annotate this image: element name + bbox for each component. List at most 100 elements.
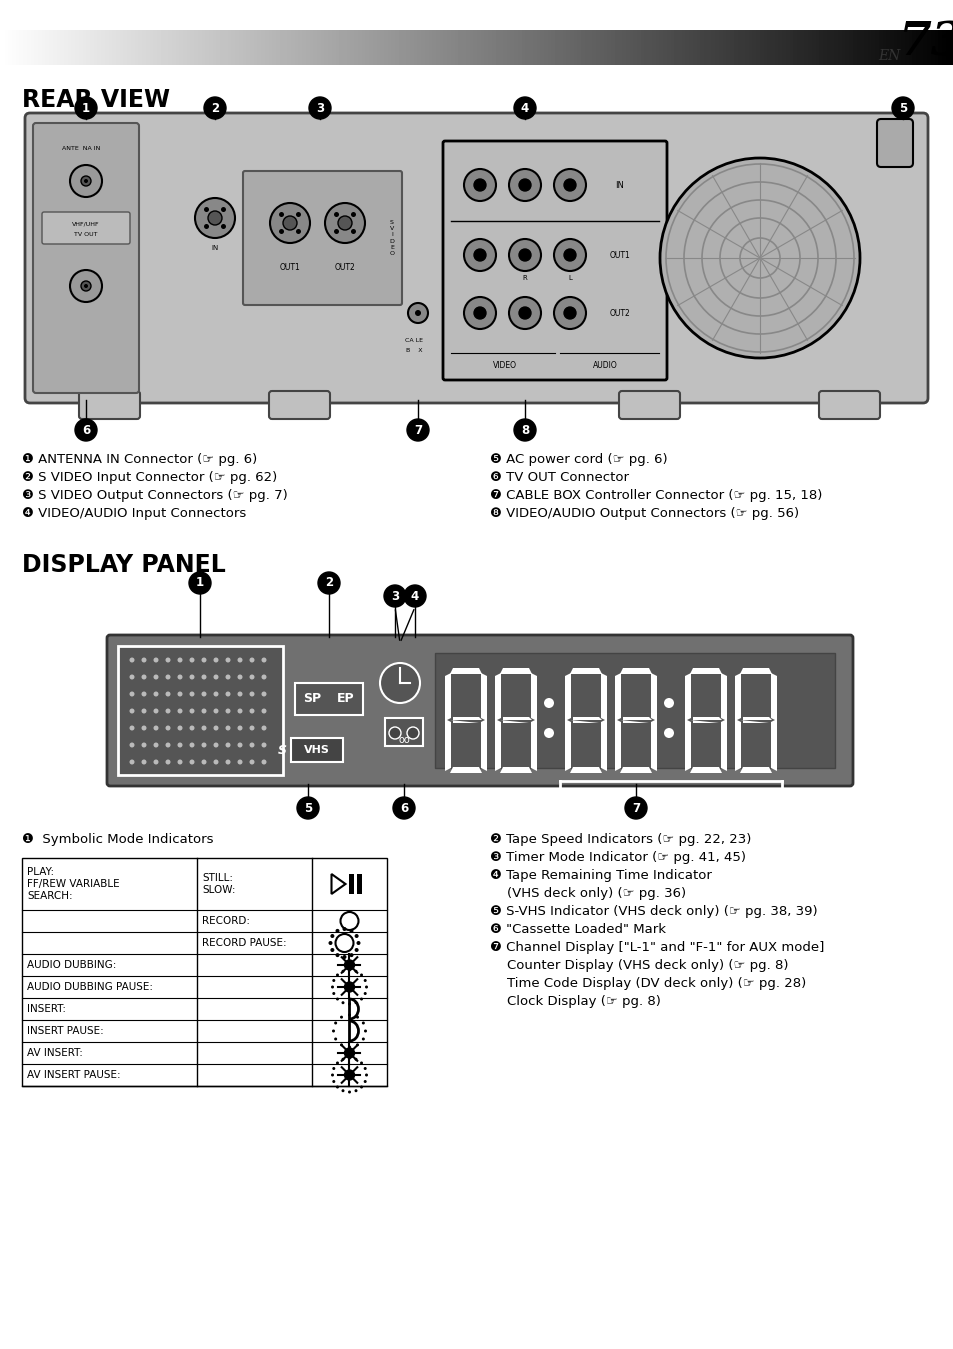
Circle shape <box>250 742 254 747</box>
Circle shape <box>213 726 218 731</box>
Circle shape <box>190 742 194 747</box>
Polygon shape <box>689 718 721 723</box>
Circle shape <box>349 954 354 958</box>
Text: 3: 3 <box>315 101 324 115</box>
Circle shape <box>261 692 266 696</box>
Text: Clock Display (☞ pg. 8): Clock Display (☞ pg. 8) <box>490 996 660 1008</box>
Circle shape <box>70 270 102 302</box>
Circle shape <box>250 708 254 714</box>
Circle shape <box>463 169 496 201</box>
Circle shape <box>337 216 352 229</box>
Text: ANTE  NA IN: ANTE NA IN <box>62 146 100 151</box>
FancyBboxPatch shape <box>33 123 139 393</box>
Text: 1: 1 <box>82 101 90 115</box>
Circle shape <box>334 1037 336 1040</box>
Circle shape <box>309 97 331 119</box>
Circle shape <box>130 726 134 731</box>
Text: VHF/UHF: VHF/UHF <box>72 221 100 227</box>
Polygon shape <box>450 668 481 674</box>
Polygon shape <box>619 768 651 773</box>
Text: 1: 1 <box>195 576 204 590</box>
Circle shape <box>165 726 171 731</box>
Circle shape <box>261 726 266 731</box>
Circle shape <box>153 708 158 714</box>
Circle shape <box>204 97 226 119</box>
Bar <box>291 738 343 762</box>
Circle shape <box>332 992 335 996</box>
Polygon shape <box>600 673 606 720</box>
Circle shape <box>165 692 171 696</box>
Text: ❻ TV OUT Connector: ❻ TV OUT Connector <box>490 471 628 484</box>
Circle shape <box>349 929 354 934</box>
Text: INSERT PAUSE:: INSERT PAUSE: <box>27 1027 104 1036</box>
Text: INSERT:: INSERT: <box>27 1004 66 1014</box>
Circle shape <box>213 692 218 696</box>
Text: OUT2: OUT2 <box>335 263 355 272</box>
Circle shape <box>334 229 338 233</box>
Polygon shape <box>740 768 771 773</box>
Circle shape <box>474 250 485 260</box>
Circle shape <box>355 1058 357 1060</box>
Text: ❼ Channel Display ["L-1" and "F-1" for AUX mode]: ❼ Channel Display ["L-1" and "F-1" for A… <box>490 942 823 954</box>
Circle shape <box>514 420 536 441</box>
Circle shape <box>165 742 171 747</box>
Circle shape <box>201 708 206 714</box>
Text: Time Code Display (DV deck only) (☞ pg. 28): Time Code Display (DV deck only) (☞ pg. … <box>490 977 805 990</box>
Circle shape <box>341 970 344 973</box>
Circle shape <box>130 742 134 747</box>
FancyBboxPatch shape <box>243 171 401 305</box>
Circle shape <box>153 726 158 731</box>
Circle shape <box>177 759 182 765</box>
Circle shape <box>361 1021 364 1024</box>
Circle shape <box>250 657 254 662</box>
Polygon shape <box>770 719 776 772</box>
Circle shape <box>543 697 554 708</box>
Text: 2: 2 <box>211 101 219 115</box>
Text: RECORD PAUSE:: RECORD PAUSE: <box>202 938 286 948</box>
Circle shape <box>361 1037 364 1040</box>
Circle shape <box>190 759 194 765</box>
Circle shape <box>663 728 673 738</box>
Polygon shape <box>689 768 721 773</box>
FancyBboxPatch shape <box>818 391 879 420</box>
Circle shape <box>177 726 182 731</box>
Polygon shape <box>720 673 726 720</box>
Circle shape <box>335 954 339 958</box>
Circle shape <box>341 1001 344 1004</box>
Text: STILL:
SLOW:: STILL: SLOW: <box>202 873 235 894</box>
Polygon shape <box>499 718 532 723</box>
Circle shape <box>250 759 254 765</box>
Circle shape <box>261 759 266 765</box>
Polygon shape <box>480 719 486 772</box>
Circle shape <box>348 969 351 971</box>
Circle shape <box>75 97 97 119</box>
Circle shape <box>364 1029 367 1032</box>
Circle shape <box>363 1067 366 1070</box>
Circle shape <box>335 974 338 977</box>
Circle shape <box>141 674 147 680</box>
Circle shape <box>225 674 231 680</box>
Polygon shape <box>450 718 481 723</box>
Text: 4: 4 <box>520 101 529 115</box>
Circle shape <box>365 1074 368 1077</box>
Circle shape <box>213 674 218 680</box>
Circle shape <box>356 942 360 946</box>
Circle shape <box>278 212 284 217</box>
Circle shape <box>225 708 231 714</box>
Circle shape <box>221 206 226 212</box>
Circle shape <box>250 692 254 696</box>
Circle shape <box>344 1070 355 1081</box>
Circle shape <box>359 1062 363 1064</box>
Text: IN: IN <box>212 246 218 251</box>
Circle shape <box>328 942 333 946</box>
Text: EN: EN <box>877 49 900 63</box>
Bar <box>357 874 362 894</box>
Circle shape <box>659 158 859 357</box>
Circle shape <box>415 310 420 316</box>
Circle shape <box>153 692 158 696</box>
Circle shape <box>332 979 335 982</box>
Circle shape <box>278 229 284 233</box>
Circle shape <box>384 585 406 607</box>
Circle shape <box>348 1002 351 1005</box>
Text: 6: 6 <box>399 801 408 815</box>
